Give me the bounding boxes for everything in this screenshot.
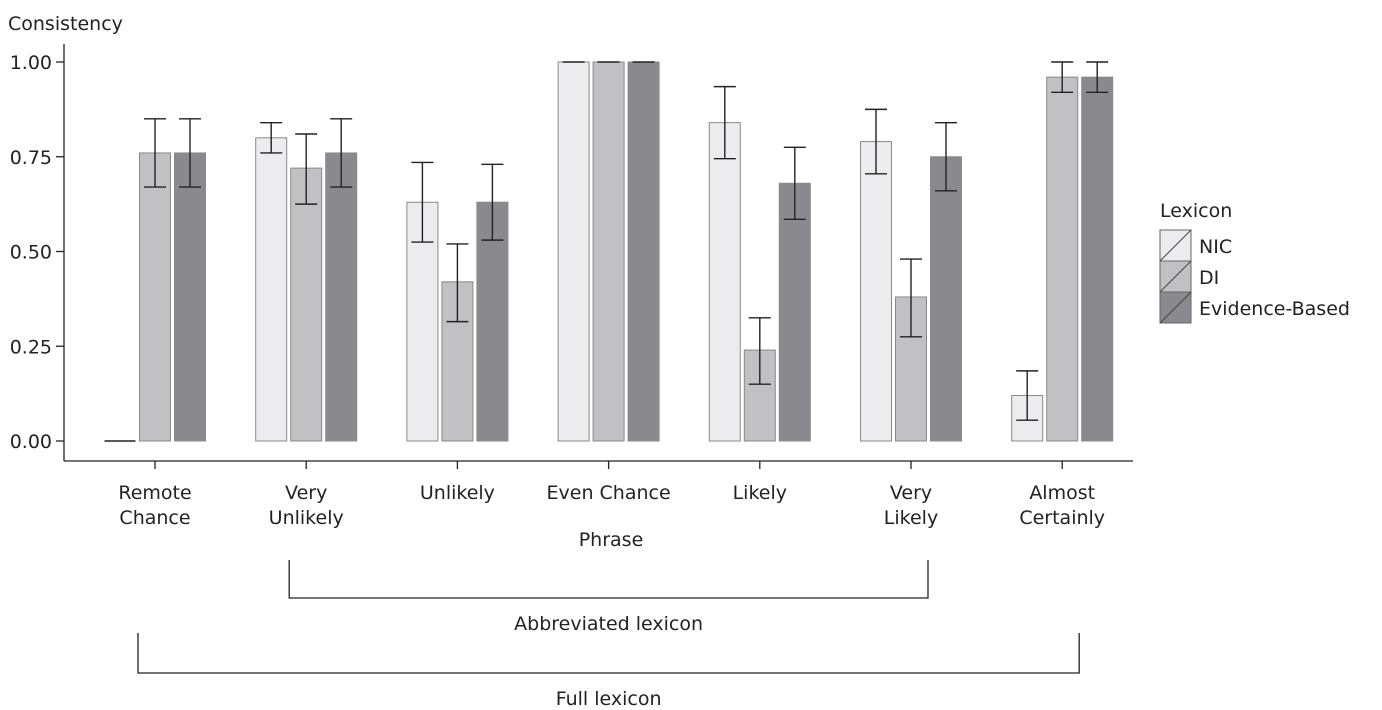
y-tick-label: 0.50 (10, 242, 52, 264)
bar (592, 61, 625, 442)
y-axis-title: Consistency (8, 13, 123, 35)
legend-swatch-slash (1159, 260, 1192, 293)
legend: Lexicon NIC DI Evidence-Based (1159, 200, 1350, 324)
error-bar-group (104, 61, 1109, 442)
bar (627, 61, 660, 442)
bar (174, 152, 206, 442)
y-tick-label: 0.25 (10, 336, 52, 358)
bar (139, 152, 171, 442)
x-tick-label: Unlikely (269, 507, 344, 529)
bar (930, 156, 962, 442)
legend-title: Lexicon (1160, 200, 1232, 222)
bar (476, 201, 509, 442)
x-tick-label: Likely (884, 507, 938, 529)
bar (290, 167, 323, 442)
bar (1046, 76, 1079, 442)
y-axis: 0.00 0.25 0.50 0.75 1.00 (10, 44, 65, 461)
bar (255, 137, 288, 442)
x-tick-label: Unlikely (420, 482, 495, 504)
x-tick-label: Likely (733, 482, 787, 504)
x-tick-label: Almost (1029, 482, 1095, 504)
legend-label: DI (1199, 267, 1219, 289)
legend-swatch-slash (1159, 291, 1192, 324)
legend-swatch-slash (1159, 229, 1192, 262)
x-tick-label: Certainly (1019, 507, 1105, 529)
x-tick-label: Chance (119, 507, 190, 529)
bar (1081, 76, 1114, 442)
bar (325, 152, 358, 442)
bar (860, 141, 892, 442)
bracket-label: Abbreviated lexicon (514, 613, 703, 635)
x-tick-label: Very (285, 482, 327, 504)
bracket-label: Full lexicon (556, 688, 662, 710)
x-tick-label: Even Chance (547, 482, 671, 504)
x-tick-label: Very (890, 482, 932, 504)
bracket-line (137, 633, 1080, 674)
lexicon-brackets: Abbreviated lexicon Full lexicon (137, 560, 1080, 710)
x-axis: Remote Chance Very Unlikely Unlikely Even Cha… (64, 460, 1133, 529)
legend-label: NIC (1199, 236, 1232, 258)
y-tick-label: 0.00 (10, 431, 52, 453)
x-axis-title: Phrase (579, 529, 644, 551)
bar (778, 182, 811, 442)
bar (708, 122, 741, 442)
bar (557, 61, 590, 442)
bar-series-group (139, 61, 1114, 442)
bracket-line (288, 560, 929, 599)
y-tick-label: 1.00 (10, 52, 52, 74)
x-tick-label: Remote (118, 482, 191, 504)
legend-label: Evidence-Based (1199, 298, 1350, 320)
y-tick-label: 0.75 (10, 147, 52, 169)
